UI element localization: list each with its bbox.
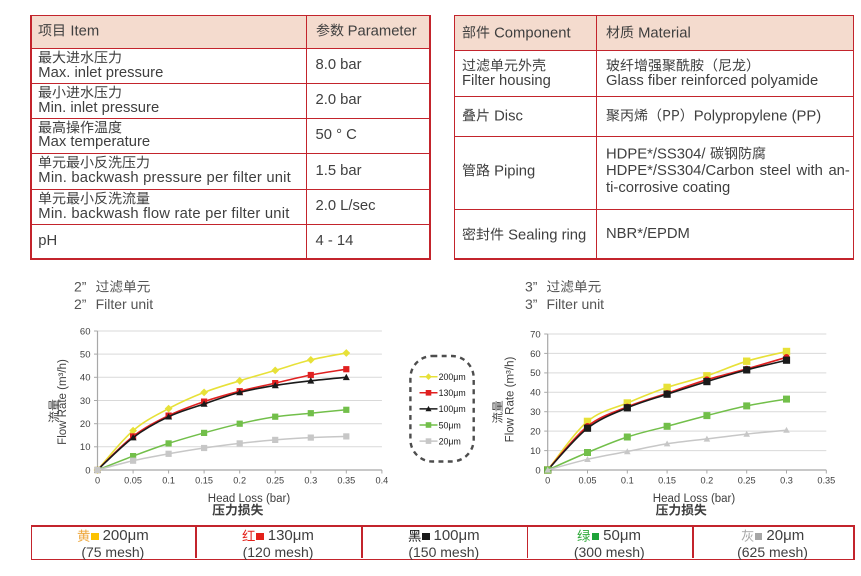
svg-text:40: 40 bbox=[80, 373, 91, 384]
svg-text:200μm: 200μm bbox=[439, 372, 466, 382]
svg-text:50μm: 50μm bbox=[439, 420, 461, 430]
svg-text:0.4: 0.4 bbox=[376, 476, 389, 486]
svg-text:Flow Rate (m³/h): Flow Rate (m³/h) bbox=[57, 359, 69, 445]
svg-text:50: 50 bbox=[530, 368, 541, 379]
svg-text:Head Loss (bar): Head Loss (bar) bbox=[653, 493, 736, 505]
svg-text:Head Loss (bar): Head Loss (bar) bbox=[208, 493, 291, 505]
svg-text:20: 20 bbox=[80, 419, 91, 430]
svg-text:100μm: 100μm bbox=[439, 404, 466, 414]
svg-text:2”: 2” bbox=[74, 296, 87, 312]
svg-text:0.3: 0.3 bbox=[304, 476, 317, 486]
svg-text:10: 10 bbox=[530, 446, 541, 457]
svg-text:0.1: 0.1 bbox=[162, 476, 175, 486]
svg-text:0.15: 0.15 bbox=[195, 476, 213, 486]
svg-text:0.2: 0.2 bbox=[233, 476, 246, 486]
svg-text:0: 0 bbox=[545, 476, 550, 486]
svg-text:3”: 3” bbox=[525, 296, 538, 312]
svg-text:0.15: 0.15 bbox=[658, 476, 676, 486]
svg-text:0.1: 0.1 bbox=[621, 476, 634, 486]
svg-text:20μm: 20μm bbox=[439, 436, 461, 446]
svg-text:0.25: 0.25 bbox=[266, 476, 284, 486]
svg-text:70: 70 bbox=[530, 329, 541, 340]
svg-text:0: 0 bbox=[95, 476, 100, 486]
svg-text:3”: 3” bbox=[525, 279, 538, 295]
svg-text:60: 60 bbox=[530, 349, 541, 360]
svg-text:Filter unit: Filter unit bbox=[96, 296, 154, 312]
svg-text:0.2: 0.2 bbox=[701, 476, 714, 486]
svg-text:0.35: 0.35 bbox=[817, 476, 835, 486]
svg-text:0.3: 0.3 bbox=[780, 476, 793, 486]
svg-text:50: 50 bbox=[80, 350, 91, 361]
svg-text:0.35: 0.35 bbox=[337, 476, 355, 486]
svg-text:2”: 2” bbox=[74, 279, 87, 295]
svg-text:Filter unit: Filter unit bbox=[547, 296, 605, 312]
svg-text:40: 40 bbox=[530, 388, 541, 399]
svg-text:60: 60 bbox=[80, 326, 91, 337]
svg-text:10: 10 bbox=[80, 442, 91, 453]
svg-text:30: 30 bbox=[80, 396, 91, 407]
svg-text:0.05: 0.05 bbox=[579, 476, 597, 486]
svg-text:0: 0 bbox=[85, 465, 90, 476]
svg-text:0.25: 0.25 bbox=[738, 476, 756, 486]
svg-text:Flow Rate (m³/h): Flow Rate (m³/h) bbox=[505, 357, 517, 443]
svg-text:130μm: 130μm bbox=[439, 388, 466, 398]
svg-text:0.05: 0.05 bbox=[124, 476, 142, 486]
svg-text:20: 20 bbox=[530, 427, 541, 438]
svg-text:30: 30 bbox=[530, 407, 541, 418]
svg-text:0: 0 bbox=[535, 465, 540, 476]
